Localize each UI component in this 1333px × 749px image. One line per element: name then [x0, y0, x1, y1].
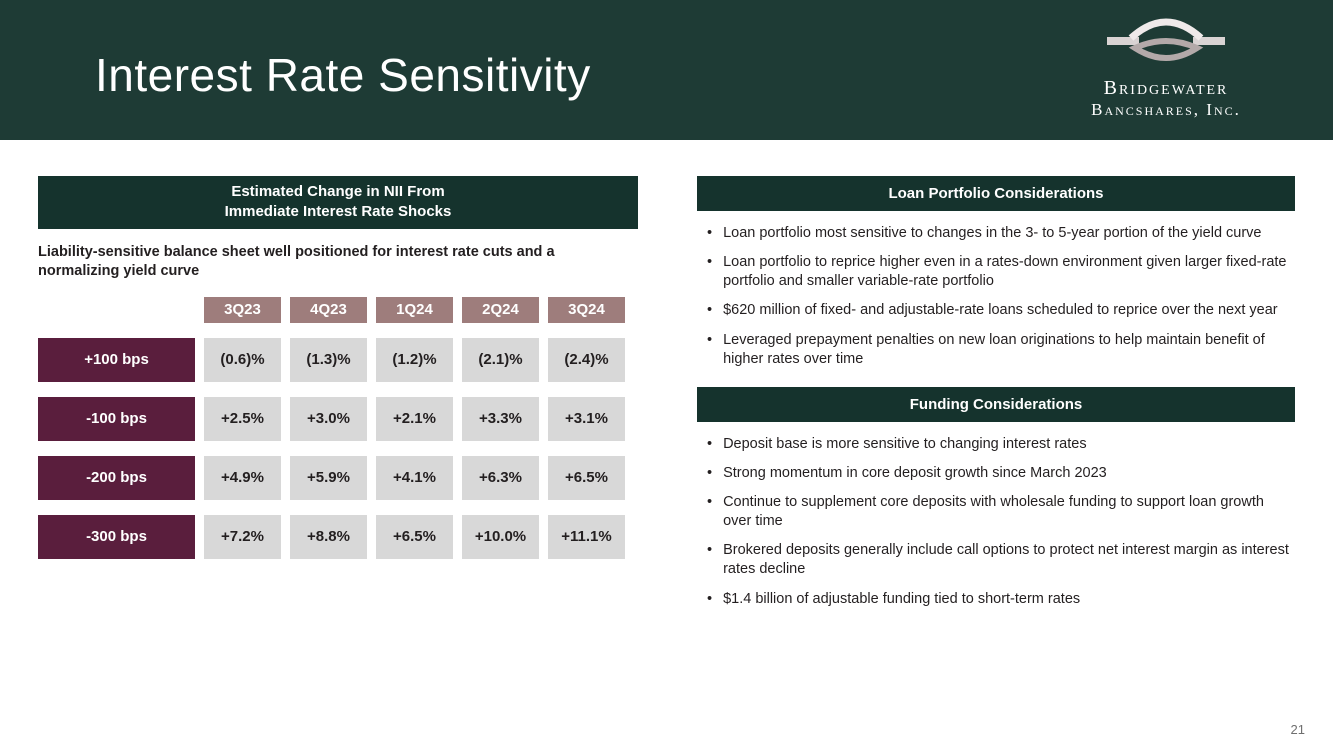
- bullet-text: Leveraged prepayment penalties on new lo…: [723, 331, 1265, 367]
- table-cell: (1.3)%: [290, 337, 367, 382]
- table-cell: +6.5%: [548, 455, 625, 500]
- table-row-label: -100 bps: [38, 396, 195, 441]
- funding-bullets: • Deposit base is more sensitive to chan…: [697, 435, 1295, 609]
- bullet-item: • Deposit base is more sensitive to chan…: [707, 435, 1295, 454]
- bullet-icon: •: [707, 590, 713, 607]
- nii-table: 3Q23 4Q23 1Q24 2Q24 3Q24 +100 bps (0.6)%…: [38, 296, 638, 559]
- bullet-item: • $620 million of fixed- and adjustable-…: [707, 301, 1295, 320]
- bullet-item: • $1.4 billion of adjustable funding tie…: [707, 590, 1295, 609]
- funding-title: Funding Considerations: [697, 386, 1295, 422]
- table-cell: (2.1)%: [462, 337, 539, 382]
- table-col-header: 1Q24: [376, 296, 453, 323]
- table-col-header: 4Q23: [290, 296, 367, 323]
- bullet-icon: •: [707, 225, 713, 241]
- table-cell: +4.1%: [376, 455, 453, 500]
- nii-subtitle: Liability-sensitive balance sheet well p…: [38, 243, 555, 279]
- bullet-text: Loan portfolio most sensitive to changes…: [723, 225, 1262, 241]
- loan-portfolio-bullets: • Loan portfolio most sensitive to chang…: [697, 224, 1295, 369]
- bullet-text: Loan portfolio to reprice higher even in…: [723, 254, 1287, 290]
- table-cell: +2.1%: [376, 396, 453, 441]
- table-cell: +10.0%: [462, 514, 539, 559]
- bullet-item: • Loan portfolio to reprice higher even …: [707, 253, 1295, 291]
- table-row-label: -200 bps: [38, 455, 195, 500]
- bullet-item: • Leveraged prepayment penalties on new …: [707, 331, 1295, 369]
- table-col-header: 2Q24: [462, 296, 539, 323]
- table-cell: +4.9%: [204, 455, 281, 500]
- table-cell: +11.1%: [548, 514, 625, 559]
- bullet-item: • Strong momentum in core deposit growth…: [707, 464, 1295, 483]
- logo-line1: Bridgewater: [1103, 77, 1229, 99]
- bullet-text: $620 million of fixed- and adjustable-ra…: [723, 302, 1278, 319]
- bullet-icon: •: [707, 494, 713, 510]
- bullet-text: Strong momentum in core deposit growth s…: [723, 464, 1107, 481]
- table-cell: +3.0%: [290, 396, 367, 441]
- bullet-text: Continue to supplement core deposits wit…: [723, 494, 1264, 530]
- table-col-header: 3Q23: [204, 296, 281, 323]
- bullet-icon: •: [707, 464, 713, 481]
- bridgewater-bridge-icon: [1107, 18, 1225, 61]
- table-cell: (2.4)%: [548, 337, 625, 382]
- table-cell: +5.9%: [290, 455, 367, 500]
- table-cell: +6.3%: [462, 455, 539, 500]
- table-row-label: +100 bps: [38, 337, 195, 382]
- table-corner: [38, 297, 195, 323]
- logo-line2: Bancshares, Inc.: [1091, 100, 1241, 119]
- page-title: Interest Rate Sensitivity: [95, 49, 591, 101]
- table-row-label: -300 bps: [38, 514, 195, 559]
- considerations-section: Loan Portfolio Considerations • Loan por…: [697, 176, 1295, 627]
- table-cell: +3.1%: [548, 396, 625, 441]
- nii-table-title-line1: Estimated Change in NII From: [231, 183, 445, 200]
- table-col-header: 3Q24: [548, 296, 625, 323]
- table-cell: (1.2)%: [376, 337, 453, 382]
- bullet-item: • Brokered deposits generally include ca…: [707, 541, 1295, 579]
- bullet-item: • Loan portfolio most sensitive to chang…: [707, 224, 1295, 243]
- table-cell: +7.2%: [204, 514, 281, 559]
- table-cell: (0.6)%: [204, 337, 281, 382]
- bullet-text: Brokered deposits generally include call…: [723, 542, 1289, 578]
- bullet-icon: •: [707, 542, 713, 559]
- bullet-icon: •: [707, 254, 713, 271]
- loan-portfolio-title: Loan Portfolio Considerations: [697, 176, 1295, 211]
- bullet-text: Deposit base is more sensitive to changi…: [723, 435, 1087, 452]
- bullet-icon: •: [707, 331, 713, 348]
- table-cell: +3.3%: [462, 396, 539, 441]
- bullet-text: $1.4 billion of adjustable funding tied …: [723, 590, 1081, 607]
- page-number: 21: [1290, 722, 1305, 737]
- nii-section: Estimated Change in NII From Immediate I…: [38, 176, 638, 559]
- table-cell: +6.5%: [376, 514, 453, 559]
- table-cell: +2.5%: [204, 396, 281, 441]
- company-logo: Bridgewater Bancshares, Inc.: [1041, 10, 1291, 120]
- bullet-icon: •: [707, 302, 713, 319]
- table-cell: +8.8%: [290, 514, 367, 559]
- bullet-icon: •: [707, 435, 713, 452]
- header-band: Interest Rate Sensitivity Bridgewater Ba…: [0, 0, 1333, 140]
- nii-table-title-line2: Immediate Interest Rate Shocks: [224, 203, 452, 221]
- bullet-item: • Continue to supplement core deposits w…: [707, 493, 1295, 531]
- logo-text: Bridgewater Bancshares, Inc.: [1041, 76, 1291, 120]
- nii-table-title: Estimated Change in NII From Immediate I…: [38, 176, 638, 229]
